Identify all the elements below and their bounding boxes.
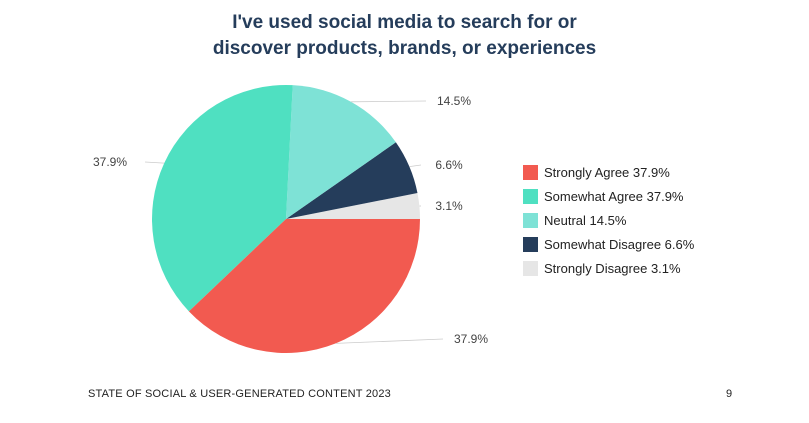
legend-item-strongly-disagree: Strongly Disagree 3.1% — [523, 256, 694, 280]
leader-line — [144, 161, 165, 164]
leader-line — [350, 100, 427, 103]
pie-slice-somewhat-agree — [152, 85, 293, 312]
legend-label: Somewhat Agree 37.9% — [544, 188, 684, 204]
leader-line — [335, 338, 444, 344]
report-title: STATE OF SOCIAL & USER-GENERATED CONTENT… — [88, 388, 392, 400]
leader-line — [409, 164, 422, 167]
legend-swatch — [523, 260, 538, 276]
data-label: 6.6% — [435, 158, 463, 172]
chart-title-line-1: I've used social media to search for or — [232, 12, 577, 33]
pie-slice-somewhat-disagree — [286, 142, 418, 219]
legend-label: Strongly Agree 37.9% — [544, 164, 670, 180]
pie-slice-strongly-agree — [188, 219, 420, 353]
page-number: 9 — [726, 388, 733, 400]
legend-item-somewhat-disagree: Somewhat Disagree 6.6% — [523, 232, 694, 256]
chart-title-line-2: discover products, brands, or experience… — [212, 38, 597, 59]
legend-label: Strongly Disagree 3.1% — [544, 260, 681, 276]
legend-label: Somewhat Disagree 6.6% — [544, 236, 695, 252]
legend-item-somewhat-agree: Somewhat Agree 37.9% — [523, 184, 694, 208]
chart-title: I've used social media to search for or … — [0, 10, 809, 62]
legend-item-strongly-agree: Strongly Agree 37.9% — [523, 160, 694, 184]
pie-slice-strongly-disagree — [286, 193, 420, 219]
legend-swatch — [523, 212, 538, 228]
data-label: 14.5% — [437, 94, 471, 108]
data-label: 37.9% — [454, 332, 488, 346]
data-label: 3.1% — [435, 199, 463, 213]
legend-label: Neutral 14.5% — [544, 212, 627, 228]
legend-swatch — [523, 188, 538, 204]
data-label: 37.9% — [93, 155, 127, 169]
pie-slice-neutral — [286, 85, 396, 219]
legend-item-neutral: Neutral 14.5% — [523, 208, 694, 232]
legend-swatch — [523, 164, 538, 180]
chart-legend: Strongly Agree 37.9% Somewhat Agree 37.9… — [523, 160, 694, 280]
legend-swatch — [523, 236, 538, 252]
